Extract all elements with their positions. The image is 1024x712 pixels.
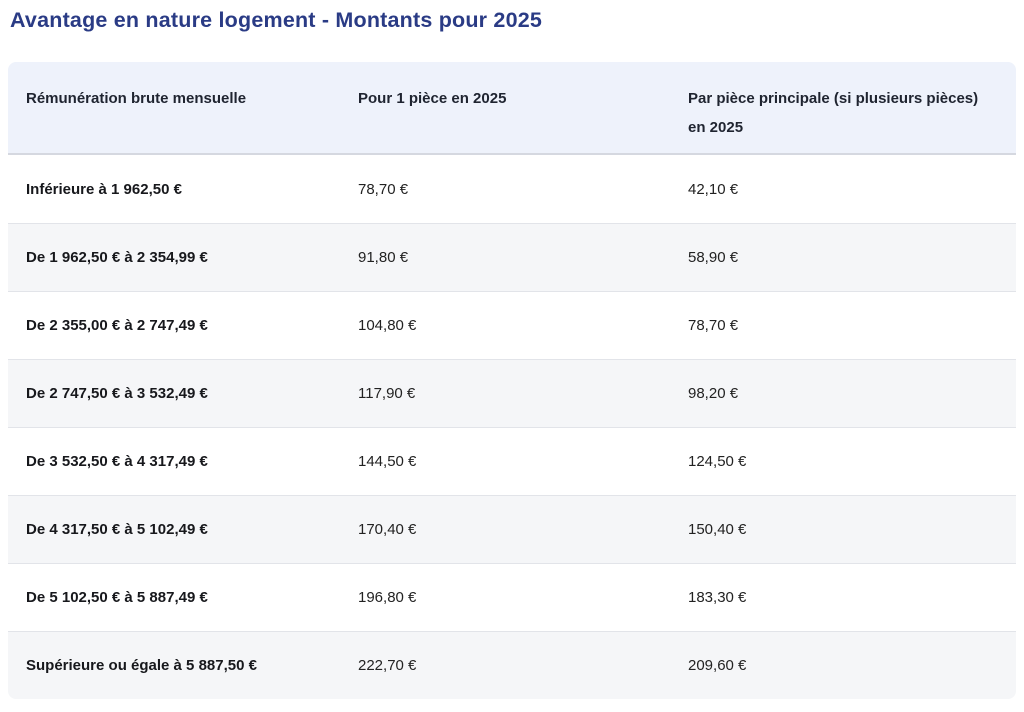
- one-piece-cell: 117,90 €: [340, 359, 670, 427]
- header-per-piece-label: Par pièce principale (si plusieurs pièce…: [688, 90, 979, 136]
- range-cell: Supérieure ou égale à 5 887,50 €: [8, 631, 340, 699]
- per-piece-cell: 209,60 €: [670, 631, 1016, 699]
- one-piece-cell: 196,80 €: [340, 563, 670, 631]
- range-cell: De 5 102,50 € à 5 887,49 €: [8, 563, 340, 631]
- table-row: De 4 317,50 € à 5 102,49 € 170,40 € 150,…: [8, 495, 1016, 563]
- page-title: Avantage en nature logement - Montants p…: [10, 8, 543, 32]
- range-cell: De 2 355,00 € à 2 747,49 €: [8, 291, 340, 359]
- header-one-piece: Pour 1 pièce en 2025: [340, 62, 670, 155]
- per-piece-cell: 98,20 €: [670, 359, 1016, 427]
- per-piece-cell: 124,50 €: [670, 427, 1016, 495]
- table-body: Inférieure à 1 962,50 € 78,70 € 42,10 € …: [8, 155, 1016, 699]
- housing-benefit-rates-table: Rémunération brute mensuelle Pour 1 pièc…: [8, 62, 1016, 699]
- one-piece-cell: 91,80 €: [340, 223, 670, 291]
- one-piece-cell: 170,40 €: [340, 495, 670, 563]
- table-row: De 1 962,50 € à 2 354,99 € 91,80 € 58,90…: [8, 223, 1016, 291]
- table-row: De 2 355,00 € à 2 747,49 € 104,80 € 78,7…: [8, 291, 1016, 359]
- header-per-piece: Par pièce principale (si plusieurs pièce…: [670, 62, 1016, 155]
- range-cell: De 3 532,50 € à 4 317,49 €: [8, 427, 340, 495]
- per-piece-cell: 150,40 €: [670, 495, 1016, 563]
- one-piece-cell: 104,80 €: [340, 291, 670, 359]
- per-piece-cell: 58,90 €: [670, 223, 1016, 291]
- header-remuneration: Rémunération brute mensuelle: [8, 62, 340, 155]
- per-piece-cell: 42,10 €: [670, 155, 1016, 223]
- one-piece-cell: 78,70 €: [340, 155, 670, 223]
- range-cell: De 1 962,50 € à 2 354,99 €: [8, 223, 340, 291]
- range-cell: De 2 747,50 € à 3 532,49 €: [8, 359, 340, 427]
- one-piece-cell: 144,50 €: [340, 427, 670, 495]
- table-row: Supérieure ou égale à 5 887,50 € 222,70 …: [8, 631, 1016, 699]
- range-cell: De 4 317,50 € à 5 102,49 €: [8, 495, 340, 563]
- per-piece-cell: 183,30 €: [670, 563, 1016, 631]
- table-row: De 5 102,50 € à 5 887,49 € 196,80 € 183,…: [8, 563, 1016, 631]
- table-header-row: Rémunération brute mensuelle Pour 1 pièc…: [8, 62, 1016, 155]
- table-row: De 3 532,50 € à 4 317,49 € 144,50 € 124,…: [8, 427, 1016, 495]
- per-piece-cell: 78,70 €: [670, 291, 1016, 359]
- range-cell: Inférieure à 1 962,50 €: [8, 155, 340, 223]
- table-row: De 2 747,50 € à 3 532,49 € 117,90 € 98,2…: [8, 359, 1016, 427]
- header-remuneration-label: Rémunération brute mensuelle: [26, 90, 247, 107]
- table-row: Inférieure à 1 962,50 € 78,70 € 42,10 €: [8, 155, 1016, 223]
- one-piece-cell: 222,70 €: [340, 631, 670, 699]
- header-one-piece-label: Pour 1 pièce en 2025: [358, 90, 507, 107]
